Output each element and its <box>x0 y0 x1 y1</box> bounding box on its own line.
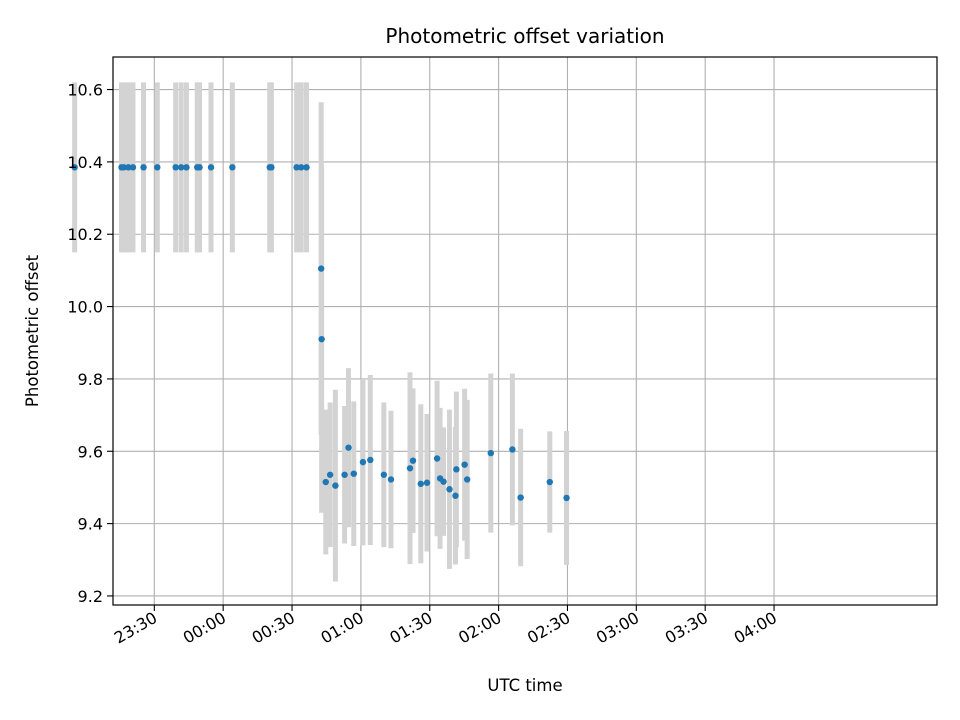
y-axis: 9.2 9.4 9.6 9.8 10.0 10.2 10.4 10.6 <box>67 81 113 606</box>
y-axis-label: Photometric offset <box>23 254 42 407</box>
data-point <box>177 164 185 171</box>
data-point <box>452 492 459 499</box>
data-point <box>446 486 453 493</box>
data-point <box>406 465 414 472</box>
data-point <box>461 461 468 468</box>
data-point <box>229 164 236 171</box>
data-points <box>71 164 570 502</box>
y-tick-label: 9.6 <box>78 442 103 461</box>
data-point <box>154 164 161 171</box>
data-point <box>563 494 570 502</box>
data-point <box>380 471 388 478</box>
data-point <box>345 444 352 451</box>
data-point <box>140 164 147 171</box>
y-tick-label: 9.8 <box>78 370 103 389</box>
data-point <box>350 470 357 477</box>
y-tick-label: 10.2 <box>67 225 103 244</box>
plot-area-background <box>113 57 937 605</box>
data-point <box>423 479 431 486</box>
y-tick-label: 10.0 <box>67 298 103 317</box>
data-point <box>322 478 329 486</box>
data-point <box>120 164 127 171</box>
data-point <box>326 471 334 478</box>
data-point <box>417 480 424 488</box>
data-point <box>172 164 179 171</box>
data-point <box>387 476 395 483</box>
data-point <box>183 164 190 171</box>
y-tick-label: 10.6 <box>67 81 103 100</box>
y-tick-label: 10.4 <box>67 153 103 172</box>
x-axis-label: UTC time <box>487 676 562 695</box>
data-point <box>129 164 137 171</box>
data-point <box>517 494 524 501</box>
data-point <box>440 478 447 485</box>
data-point <box>463 476 471 483</box>
data-point <box>433 455 441 462</box>
data-point <box>341 471 348 478</box>
data-point <box>359 458 367 466</box>
data-point <box>546 478 553 486</box>
data-point <box>509 446 516 453</box>
data-point <box>303 164 310 171</box>
data-point <box>409 457 417 464</box>
data-point <box>367 456 374 464</box>
data-point <box>487 449 495 457</box>
data-point <box>207 164 215 171</box>
data-point <box>332 482 339 489</box>
data-point <box>268 164 275 171</box>
data-point <box>453 466 460 473</box>
y-tick-label: 9.4 <box>78 515 103 534</box>
data-point <box>125 164 132 171</box>
y-tick-label: 9.2 <box>78 587 103 606</box>
data-point <box>298 164 305 171</box>
chart-title: Photometric offset variation <box>385 24 664 48</box>
data-point <box>317 265 325 272</box>
data-point <box>293 164 300 171</box>
data-point <box>318 335 325 343</box>
data-point <box>71 164 78 171</box>
grid <box>113 57 937 605</box>
plot-frame <box>112 56 938 606</box>
data-point <box>196 164 203 171</box>
